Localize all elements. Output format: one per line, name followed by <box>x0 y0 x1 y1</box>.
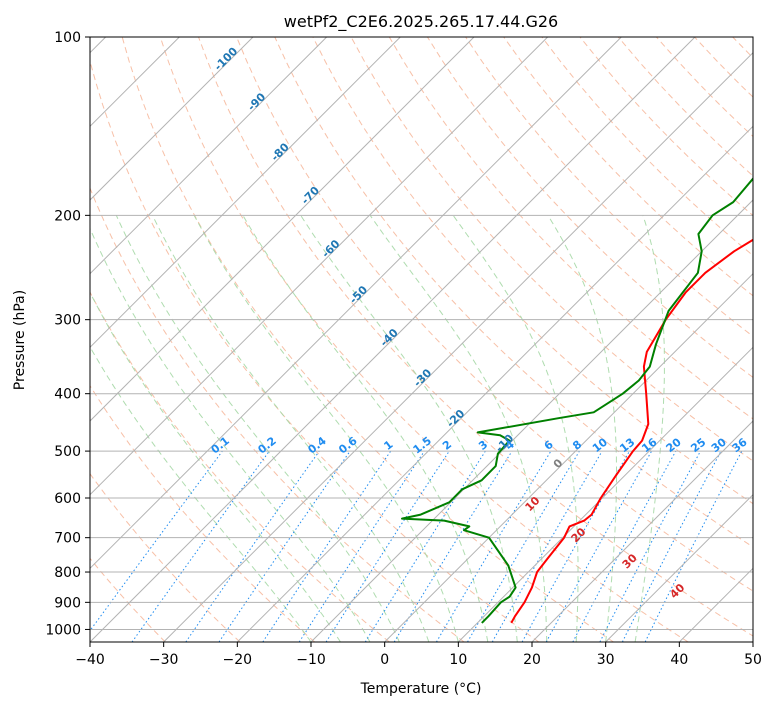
dry-adiabat <box>426 37 753 378</box>
mixing-ratio-line <box>90 450 223 632</box>
isotherm-line <box>605 493 753 642</box>
isotherm-line <box>90 37 475 422</box>
dry-adiabat <box>159 37 689 642</box>
dry-adiabat <box>90 186 465 642</box>
dry-adiabat <box>503 37 753 297</box>
dry-adiabat <box>90 472 241 642</box>
isotherm-line <box>90 37 696 642</box>
mixing-ratio-line <box>325 450 450 642</box>
mixing-ratio-line <box>572 450 677 642</box>
y-tick-label: 500 <box>54 444 81 460</box>
dry-adiabat <box>388 37 753 420</box>
y-tick-label: 700 <box>54 531 81 547</box>
moist-adiabat <box>152 215 430 642</box>
dry-adiabat <box>90 384 316 642</box>
isotherm-line <box>384 272 753 642</box>
x-tick-label: 10 <box>449 652 467 668</box>
isotherm-line <box>531 420 753 642</box>
dry-adiabat <box>236 37 753 592</box>
x-tick-label: −10 <box>296 652 326 668</box>
mixing-ratio-line <box>644 450 743 642</box>
dry-adiabat <box>90 291 390 642</box>
y-tick-label: 400 <box>54 387 81 403</box>
mixing-ratio-line <box>298 450 425 642</box>
y-tick-label: 100 <box>54 30 81 46</box>
x-tick-label: −40 <box>75 652 105 668</box>
y-tick-label: 800 <box>54 565 81 581</box>
plot-frame <box>89 36 754 643</box>
isotherm-line <box>90 37 549 496</box>
isotherm-line <box>90 37 401 349</box>
grid-lines <box>90 37 753 642</box>
chart-title: wetPf2_C2E6.2025.265.17.44.G26 <box>284 12 558 32</box>
y-tick-label: 600 <box>54 491 81 507</box>
y-axis-label: Pressure (hPa) <box>12 290 28 390</box>
background-lines <box>90 37 753 642</box>
y-tick-label: 300 <box>54 313 81 329</box>
mixing-ratio-line <box>393 450 513 642</box>
moist-adiabat <box>547 215 617 642</box>
y-tick-label: 900 <box>54 595 81 611</box>
mixing-ratio-line <box>218 450 351 642</box>
axis-ticks: −40 −30 −20 −10 0 10 20 30 40 50 100 200 300 400 500 60… <box>45 30 762 668</box>
x-tick-label: −30 <box>149 652 179 668</box>
x-tick-label: 40 <box>670 652 688 668</box>
x-tick-label: 50 <box>744 652 762 668</box>
x-axis-label: Temperature (°C) <box>360 681 482 697</box>
dry-adiabat <box>274 37 753 548</box>
isotherm-line <box>163 51 753 642</box>
mixing-ratio-line <box>185 450 320 642</box>
dry-adiabat <box>121 37 614 642</box>
dewpoint-line <box>401 177 753 624</box>
isotherm-line <box>236 125 753 642</box>
y-tick-label: 200 <box>54 208 81 224</box>
mixing-ratio-line <box>545 450 653 642</box>
x-tick-label: 30 <box>597 652 615 668</box>
moist-adiabat <box>193 215 459 642</box>
mixing-ratio-line <box>262 450 392 642</box>
isotherm-line <box>90 37 622 570</box>
dry-adiabat <box>465 37 753 338</box>
moist-adiabat <box>452 215 579 642</box>
temperature-line <box>510 238 753 624</box>
x-tick-label: 0 <box>380 652 389 668</box>
moist-adiabat <box>90 345 312 642</box>
moist-adiabat <box>90 291 341 642</box>
mixing-ratio-line <box>131 450 270 642</box>
x-tick-label: −20 <box>223 652 253 668</box>
isotherm-line <box>457 346 753 642</box>
isotherm-line <box>90 37 328 275</box>
x-tick-label: 20 <box>523 652 541 668</box>
mixing-ratio-line <box>521 450 630 642</box>
dry-adiabat <box>312 37 753 505</box>
y-tick-label: 1000 <box>45 622 81 638</box>
moist-adiabat <box>634 215 665 642</box>
isotherm-line <box>310 199 753 642</box>
moist-adiabat <box>115 215 400 642</box>
isotherm-line <box>90 37 254 201</box>
data-series <box>401 177 753 624</box>
dry-adiabat <box>90 59 540 642</box>
dry-adiabat <box>350 37 753 462</box>
moist-adiabat <box>369 215 548 642</box>
